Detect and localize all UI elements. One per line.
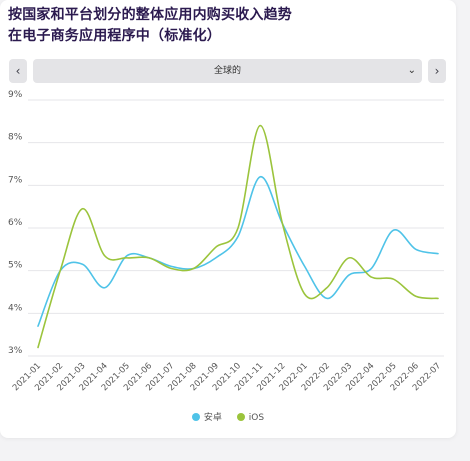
legend-item-android[interactable]: 安卓 [191,411,222,425]
title-line-2: 在电子商务应用程序中（标准化） [8,28,221,44]
series-line-ios [37,124,439,349]
legend-label-android: 安卓 [203,413,222,423]
line-chart: 3% 4% 5% 6% 7% 8% 9% 2021-012021-022021-032021… [8,90,444,393]
y-tick-label: 5% [8,261,23,271]
chevron-down-icon: ⌄ [407,65,416,76]
y-tick-label: 3% [8,346,23,356]
legend-item-ios[interactable]: iOS [236,411,265,425]
region-controls: ‹ 全球的 ⌄ › [9,59,446,83]
next-button[interactable]: › [428,59,446,83]
y-tick-label: 9% [8,90,23,100]
series-lines [37,124,439,349]
y-tick-label: 4% [8,303,23,313]
prev-button[interactable]: ‹ [9,59,27,83]
grid [28,99,444,357]
y-tick-label: 6% [8,218,23,228]
y-tick-label: 7% [8,175,23,185]
x-axis: 2021-012021-022021-032021-042021-052021-… [11,361,443,393]
legend-dot-ios [236,413,245,421]
series-line-android [37,176,439,327]
region-select-value: 全球的 [213,66,241,76]
legend: 安卓 iOS [0,411,456,425]
legend-dot-android [191,413,200,421]
y-axis: 3% 4% 5% 6% 7% 8% 9% [8,90,23,356]
y-tick-label: 8% [8,133,23,143]
legend-label-ios: iOS [248,413,265,423]
chart-card: 按国家和平台划分的整体应用内购买收入趋势 在电子商务应用程序中（标准化） ‹ 全… [0,0,456,438]
region-select[interactable]: 全球的 ⌄ [33,59,422,83]
title-line-1: 按国家和平台划分的整体应用内购买收入趋势 [8,7,292,23]
page-title: 按国家和平台划分的整体应用内购买收入趋势 在电子商务应用程序中（标准化） [8,5,292,47]
